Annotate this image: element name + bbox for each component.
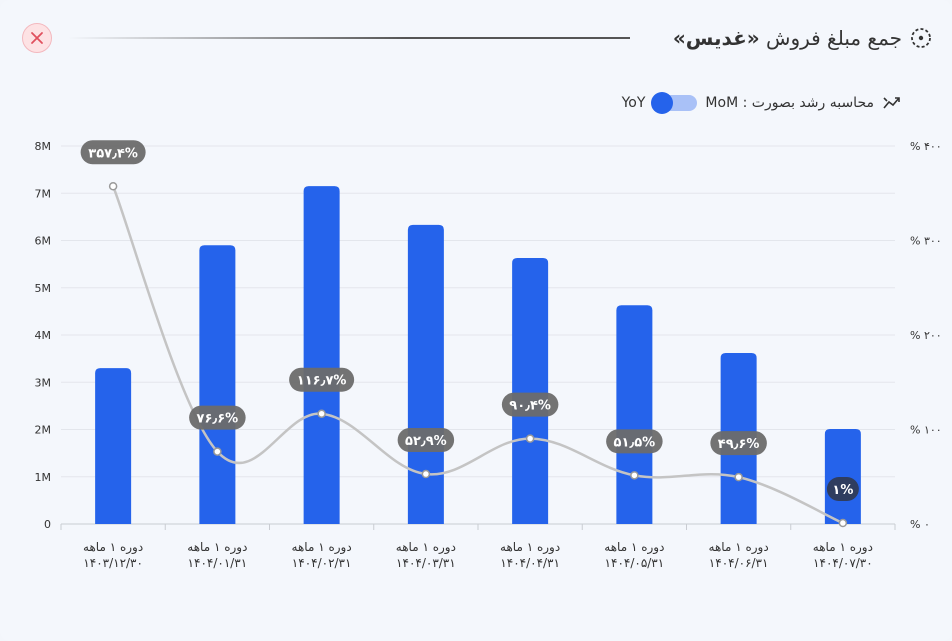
- y-left-tick-label: 5M: [35, 282, 52, 295]
- x-label-period: دوره ۱ ماهه: [396, 540, 456, 555]
- toggle-knob[interactable]: [651, 92, 674, 114]
- growth-label: ۱۱۶٫۷%: [297, 374, 347, 389]
- bar[interactable]: [407, 224, 444, 524]
- y-right-tick-label: % ۳۰۰: [910, 235, 942, 248]
- x-label-date: ۱۴۰۴/۰۲/۳۱: [292, 556, 352, 570]
- growth-label: ۱%: [832, 483, 853, 498]
- growth-point[interactable]: [838, 518, 848, 528]
- x-label-date: ۱۴۰۴/۰۵/۳۱: [605, 556, 665, 570]
- x-label-period: دوره ۱ ماهه: [813, 540, 873, 555]
- growth-label-pill: [826, 477, 859, 502]
- title-bold: «غدیس»: [672, 26, 760, 50]
- y-left-tick-label: 6M: [35, 235, 52, 248]
- title-prefix: جمع مبلغ فروش: [766, 26, 902, 50]
- growth-label: ۴۹٫۶%: [718, 437, 760, 452]
- mom-yoy-toggle[interactable]: [651, 92, 698, 114]
- close-icon: [31, 32, 43, 44]
- growth-label: ۳۵۷٫۴%: [88, 146, 138, 161]
- growth-label: ۷۶٫۶%: [197, 412, 239, 427]
- y-left-tick-label: 1M: [35, 471, 52, 484]
- growth-label-pill: [289, 367, 355, 392]
- growth-point[interactable]: [108, 182, 118, 191]
- growth-label: ۵۱٫۵%: [614, 435, 656, 450]
- growth-point[interactable]: [317, 409, 326, 418]
- x-label-date: ۱۴۰۳/۱۲/۳۰: [83, 556, 143, 570]
- y-left-tick-label: 4M: [35, 329, 52, 342]
- yoy-label: YoY: [621, 95, 646, 111]
- growth-mode-toggle-row: محاسبه رشد بصورت : MoM YoY: [622, 90, 902, 116]
- x-label-date: ۱۴۰۴/۰۴/۳۱: [500, 556, 560, 570]
- trending-up-icon: [883, 97, 900, 109]
- x-label-period: دوره ۱ ماهه: [500, 540, 560, 555]
- growth-label: ۵۲٫۹%: [405, 434, 447, 449]
- bar[interactable]: [95, 368, 132, 524]
- x-label-period: دوره ۱ ماهه: [292, 540, 352, 555]
- growth-point[interactable]: [630, 471, 639, 480]
- growth-label: ۹۰٫۴%: [509, 399, 551, 414]
- y-right-tick-label: % ۰: [910, 518, 930, 531]
- x-label-date: ۱۴۰۴/۰۷/۳۰: [813, 556, 873, 570]
- growth-point[interactable]: [525, 434, 535, 443]
- growth-label-pill: [710, 431, 767, 456]
- y-left-tick-label: 2M: [35, 424, 52, 437]
- bar[interactable]: [824, 429, 861, 524]
- x-label-period: دوره ۱ ماهه: [83, 540, 143, 555]
- page-title: جمع مبلغ فروش «غدیس»: [673, 24, 932, 52]
- x-label-date: ۱۴۰۴/۰۶/۳۱: [709, 556, 769, 570]
- x-label-period: دوره ۱ ماهه: [709, 540, 769, 555]
- y-left-tick-label: 3M: [35, 376, 52, 389]
- x-label-date: ۱۴۰۴/۰۳/۳۱: [396, 556, 456, 570]
- title-divider: [68, 37, 630, 39]
- growth-label-pill: [606, 429, 663, 454]
- y-right-tick-label: % ۲۰۰: [910, 329, 942, 342]
- growth-point[interactable]: [734, 472, 743, 482]
- growth-point[interactable]: [213, 447, 222, 456]
- y-left-tick-label: 7M: [35, 187, 52, 200]
- x-label-period: دوره ۱ ماهه: [604, 540, 664, 555]
- title-text: جمع مبلغ فروش «غدیس»: [673, 26, 902, 50]
- growth-label-pill: [80, 140, 146, 165]
- growth-label-pill: [501, 392, 559, 417]
- dotted-circle-icon: [911, 28, 931, 48]
- y-right-tick-label: % ۴۰۰: [910, 140, 942, 153]
- y-right-tick-label: % ۱۰۰: [910, 424, 942, 437]
- bar[interactable]: [616, 305, 653, 524]
- y-left-tick-label: 8M: [35, 140, 52, 153]
- bar[interactable]: [512, 257, 549, 524]
- bar[interactable]: [303, 186, 340, 524]
- close-button[interactable]: [22, 23, 52, 53]
- growth-line: [111, 185, 844, 525]
- x-label-date: ۱۴۰۴/۰۱/۳۱: [188, 556, 248, 570]
- growth-point[interactable]: [421, 469, 431, 479]
- growth-label-pill: [189, 405, 246, 430]
- bar[interactable]: [199, 245, 236, 524]
- x-label-period: دوره ۱ ماهه: [187, 540, 247, 555]
- growth-label-pill: [397, 428, 455, 453]
- toggle-label: محاسبه رشد بصورت : MoM: [705, 95, 874, 111]
- y-left-tick-label: 0: [44, 518, 51, 531]
